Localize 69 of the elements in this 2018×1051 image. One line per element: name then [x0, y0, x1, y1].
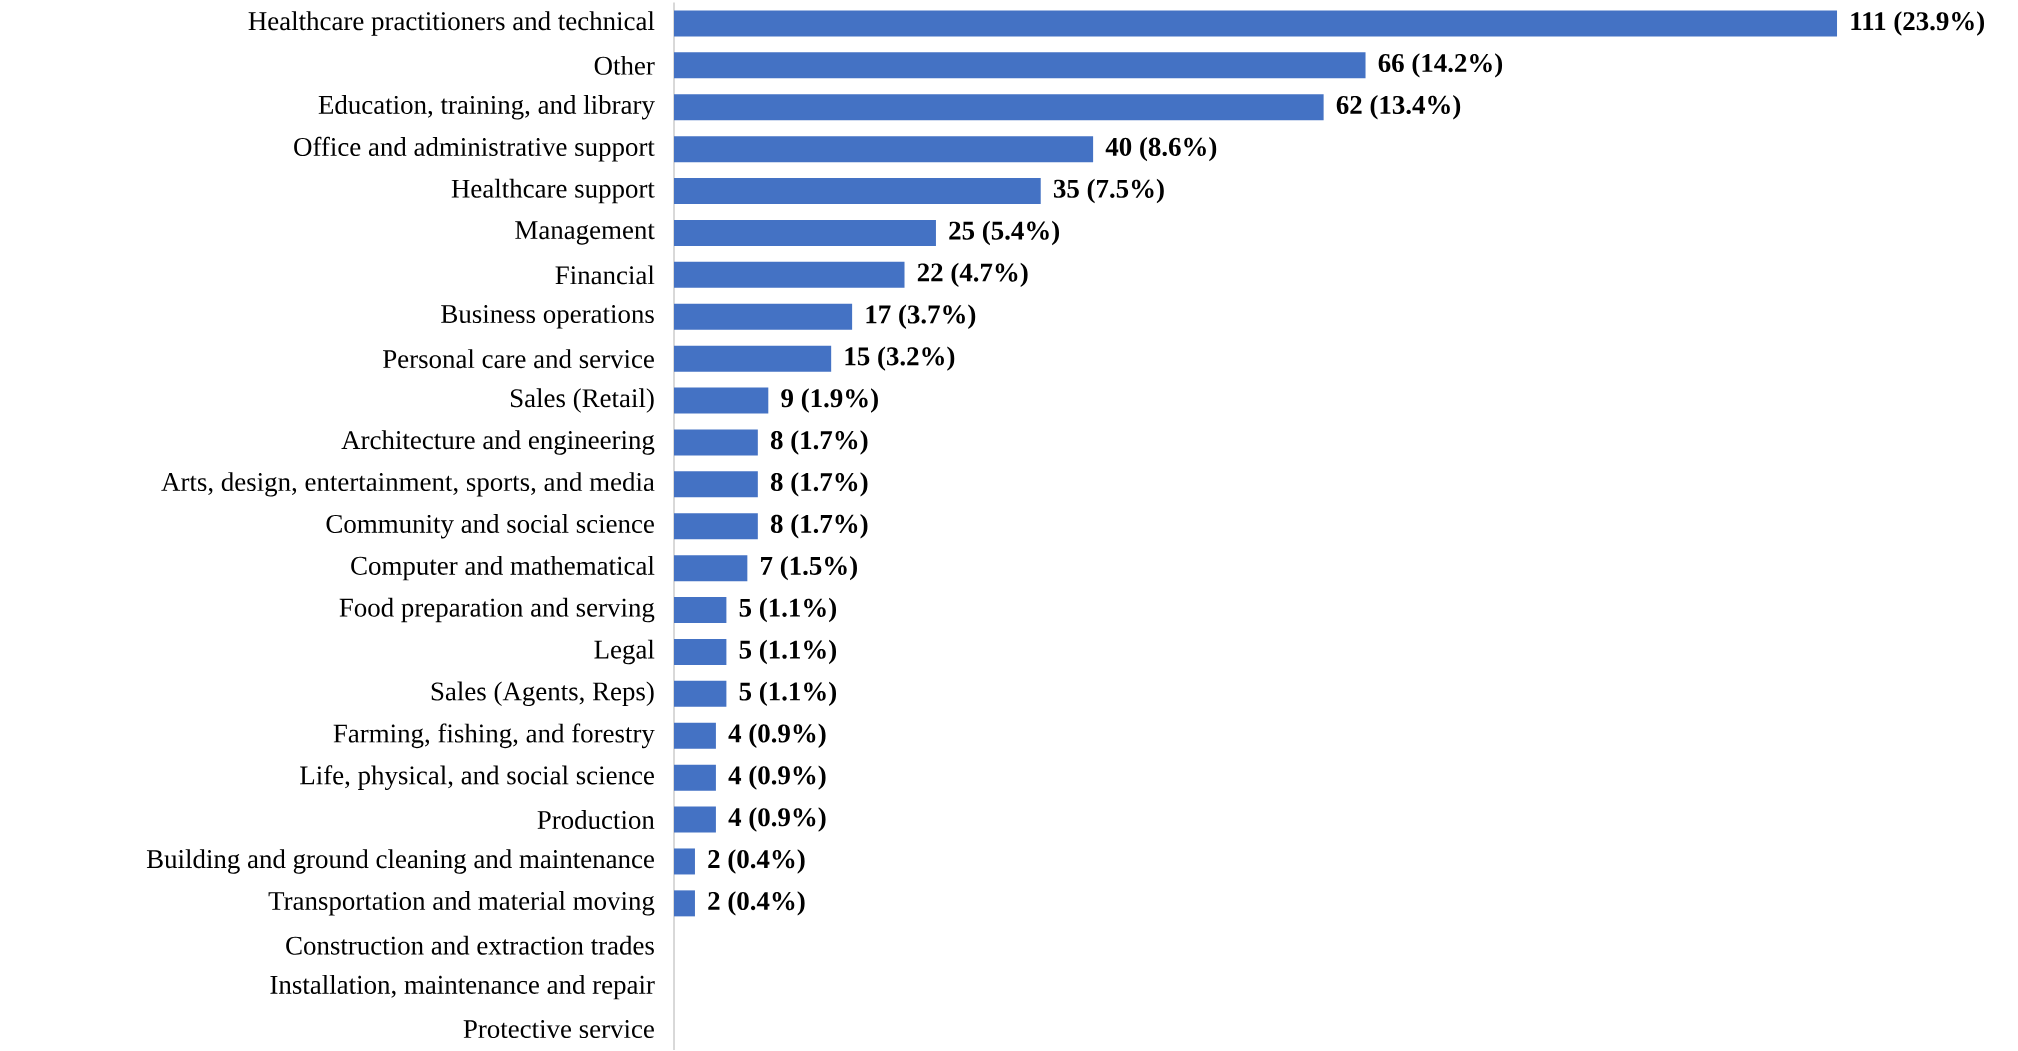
bar	[674, 513, 758, 540]
y-tick-label: Personal care and service	[383, 349, 654, 369]
data-label: 8 (1.7%)	[770, 472, 868, 497]
bar	[674, 219, 936, 246]
bar	[674, 387, 769, 414]
y-tick-label: Transportation and material moving	[268, 891, 655, 916]
y-tick-label: Other	[594, 55, 655, 75]
y-tick-label: Food preparation and serving	[339, 597, 655, 623]
data-label: 62 (13.4%)	[1336, 95, 1461, 120]
data-label: 7 (1.5%)	[761, 555, 857, 581]
data-label: 35 (7.5%)	[1053, 178, 1164, 204]
y-tick-label: Office and administrative support	[294, 136, 655, 162]
data-label: 66 (14.2%)	[1378, 53, 1503, 78]
data-label: 4 (0.9%)	[728, 723, 826, 748]
bar	[674, 890, 695, 917]
data-label: 5 (1.1%)	[739, 597, 837, 623]
bar	[674, 555, 748, 582]
bar	[674, 136, 1094, 163]
data-label: 4 (0.9%)	[728, 765, 826, 790]
y-tick-label: Life, physical, and social science	[300, 765, 654, 791]
bar	[674, 429, 758, 456]
bar	[674, 764, 716, 791]
data-label: 25 (5.4%)	[949, 220, 1060, 246]
bar	[674, 261, 905, 288]
data-label: 15 (3.2%)	[845, 346, 955, 371]
y-tick-label: Installation, maintenance and repair	[270, 974, 655, 1000]
bar	[674, 10, 1838, 37]
data-label: 5 (1.1%)	[739, 639, 837, 665]
y-tick-label: Education, training, and library	[318, 95, 655, 120]
data-label: 8 (1.7%)	[770, 514, 868, 539]
y-tick-label: Legal	[594, 639, 655, 665]
bar	[674, 597, 727, 624]
y-tick-label: Production	[537, 810, 655, 830]
data-label: 22 (4.7%)	[917, 262, 1028, 288]
bar	[674, 680, 727, 707]
y-tick-label: Architecture and engineering	[341, 430, 655, 455]
bar	[674, 638, 727, 665]
data-label: 40 (8.6%)	[1105, 136, 1217, 162]
bar	[674, 471, 758, 498]
data-label: 4 (0.9%)	[728, 807, 826, 832]
data-label: 8 (1.7%)	[770, 430, 868, 455]
bar	[674, 345, 832, 372]
bar	[674, 722, 716, 749]
data-label: 17 (3.7%)	[866, 304, 976, 329]
y-tick-label: Sales (Agents, Reps)	[431, 681, 654, 707]
y-tick-label: Healthcare practitioners and technical	[248, 11, 655, 36]
y-tick-label: Business operations	[441, 305, 654, 329]
bar	[674, 94, 1324, 121]
bar	[674, 52, 1366, 79]
bar	[674, 303, 853, 330]
data-label: 9 (1.9%)	[781, 388, 878, 413]
data-label: 2 (0.4%)	[708, 849, 805, 874]
y-tick-label: Financial	[555, 265, 655, 285]
y-tick-label: Community and social science	[326, 514, 654, 539]
data-label: 111 (23.9%)	[1851, 11, 1985, 36]
y-tick-label: Building and ground cleaning and maintenance	[146, 849, 654, 874]
y-tick-label: Sales (Retail)	[510, 388, 654, 413]
bar	[674, 806, 716, 833]
y-tick-label: Farming, fishing, and forestry	[333, 723, 655, 749]
y-tick-label: Management	[515, 221, 655, 245]
y-tick-label: Protective service	[463, 1020, 654, 1039]
data-label: 2 (0.4%)	[708, 891, 805, 916]
bar	[674, 178, 1041, 205]
y-tick-label: Computer and mathematical	[351, 555, 655, 581]
data-label: 5 (1.1%)	[739, 681, 837, 707]
y-tick-label: Healthcare support	[451, 178, 655, 204]
y-tick-label: Arts, design, entertainment, sports, and media	[161, 472, 655, 497]
y-tick-label: Construction and extraction trades	[286, 935, 654, 955]
bar	[674, 848, 695, 875]
